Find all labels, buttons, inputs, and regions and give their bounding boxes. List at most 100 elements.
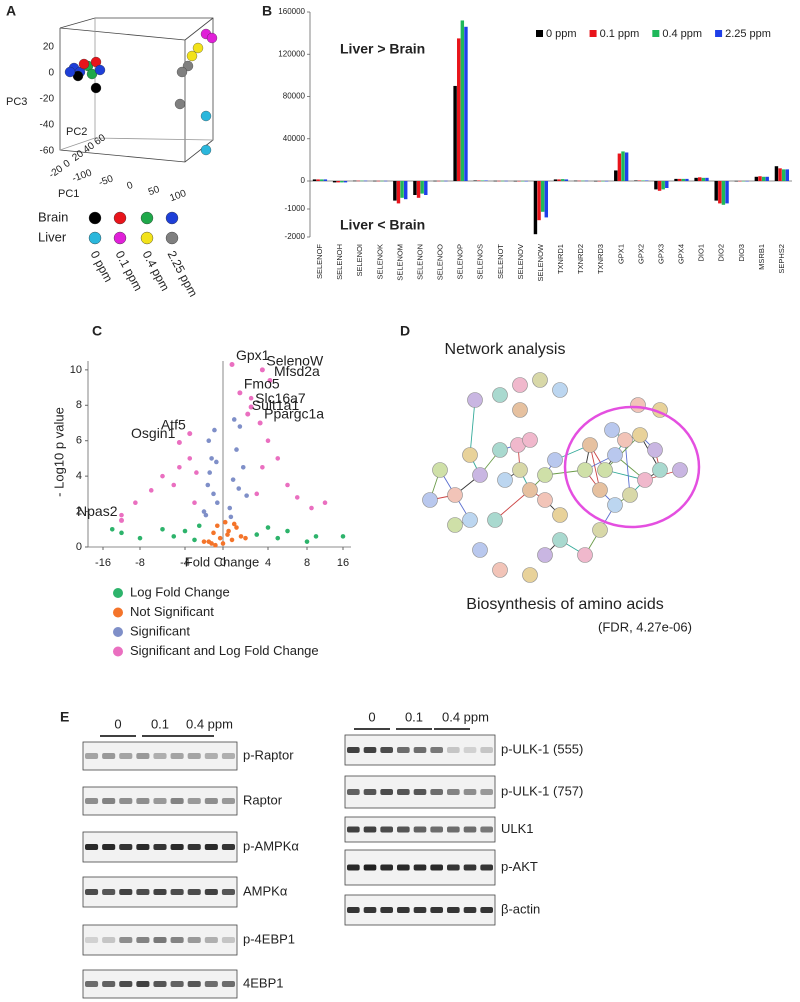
- blot-band: [136, 753, 150, 759]
- bar: [383, 180, 388, 182]
- legend-dot: [140, 211, 154, 225]
- y-tick-label: 8: [76, 399, 82, 411]
- data-point: [285, 482, 290, 488]
- blot-band: [430, 864, 443, 871]
- data-point: [214, 459, 219, 465]
- blot-band: [204, 937, 218, 943]
- bar: [564, 179, 569, 181]
- legend-label: Not Significant: [130, 604, 214, 619]
- x-tick-label: SELENOK: [375, 244, 384, 279]
- tick-label: -60: [40, 146, 55, 157]
- y-tick-label: 4: [76, 470, 82, 482]
- legend-label: 0 ppm: [546, 28, 577, 40]
- legend-label: Liver: [38, 229, 67, 244]
- tick-label: -20: [47, 163, 66, 181]
- bar: [781, 169, 786, 181]
- blot-band: [413, 826, 427, 833]
- pca-sample: [78, 58, 90, 70]
- network-node: [537, 547, 553, 563]
- blot-band: [463, 907, 477, 913]
- data-point: [322, 500, 328, 506]
- x-tick-label: SELENOM: [395, 244, 404, 281]
- legend-label: Log Fold Change: [130, 584, 230, 599]
- data-point: [309, 505, 314, 511]
- blot-band: [102, 937, 116, 943]
- network-node: [592, 482, 608, 498]
- blot-band: [363, 826, 377, 833]
- x-tick-label: GPX3: [656, 244, 665, 264]
- blot-band: [347, 826, 360, 833]
- blot-band: [153, 844, 167, 850]
- pca-sample: [192, 42, 204, 54]
- data-point: [231, 417, 237, 422]
- bar: [320, 179, 324, 181]
- bar: [332, 181, 337, 183]
- blot-band: [397, 864, 410, 871]
- annotation: Liver > Brain: [340, 41, 425, 57]
- legend-swatch: [652, 30, 660, 37]
- data-point: [201, 509, 207, 514]
- data-point: [119, 530, 124, 536]
- x-tick-label: 0: [220, 557, 226, 569]
- bar: [761, 176, 766, 181]
- y-tick-label: 6: [76, 435, 82, 447]
- blot-band: [413, 747, 427, 753]
- data-point: [265, 438, 271, 444]
- data-point: [211, 491, 216, 497]
- data-point: [225, 532, 230, 537]
- network-node: [552, 532, 568, 548]
- bar: [393, 181, 397, 201]
- data-point: [213, 542, 218, 548]
- network-node: [512, 402, 528, 418]
- x-tick-label: SELENON: [415, 244, 424, 280]
- bar: [316, 179, 320, 181]
- network-node: [630, 397, 646, 413]
- blot-band: [480, 826, 493, 833]
- bar: [778, 168, 782, 181]
- x-tick-label: SELENOV: [516, 244, 525, 279]
- bar: [403, 181, 408, 200]
- x-tick-label: TXNRD2: [576, 244, 585, 274]
- blot-band: [170, 889, 184, 895]
- bar: [785, 169, 790, 181]
- network-node: [577, 547, 593, 563]
- blot-band: [136, 981, 150, 987]
- network-node: [447, 487, 463, 503]
- blot-band: [119, 981, 133, 987]
- data-point: [192, 537, 197, 543]
- data-point: [230, 477, 236, 482]
- pca-sample: [186, 50, 198, 62]
- blot-band: [221, 889, 235, 895]
- gene-label: SelenoW: [266, 353, 324, 369]
- blot-band: [221, 844, 235, 850]
- panel-label: A: [6, 3, 16, 19]
- bar: [513, 180, 518, 182]
- labeled-point: [259, 367, 265, 373]
- legend-swatch: [589, 30, 597, 37]
- bar: [484, 180, 488, 181]
- y-tick-label: 0: [301, 176, 306, 185]
- data-point: [148, 488, 154, 493]
- network-node: [512, 462, 528, 478]
- x-tick-label: SELENOW: [536, 243, 545, 281]
- blot-band: [397, 826, 410, 833]
- blot-band: [363, 789, 377, 795]
- network-node: [497, 472, 513, 488]
- data-point: [209, 541, 214, 546]
- tick-label: 100: [168, 188, 188, 204]
- bar: [373, 180, 377, 182]
- bar: [694, 177, 698, 181]
- panel-label: B: [262, 3, 272, 19]
- pca-sample: [90, 82, 102, 94]
- data-point: [137, 535, 143, 541]
- labeled-point: [237, 390, 243, 396]
- bar: [718, 181, 722, 204]
- data-point: [237, 424, 243, 429]
- blot-band: [430, 747, 443, 753]
- bar: [597, 180, 602, 182]
- blot-band: [102, 981, 116, 987]
- data-point: [222, 519, 228, 525]
- blot-band: [153, 981, 167, 987]
- network-node: [637, 472, 653, 488]
- legend-label: 0.1 ppm: [600, 28, 640, 40]
